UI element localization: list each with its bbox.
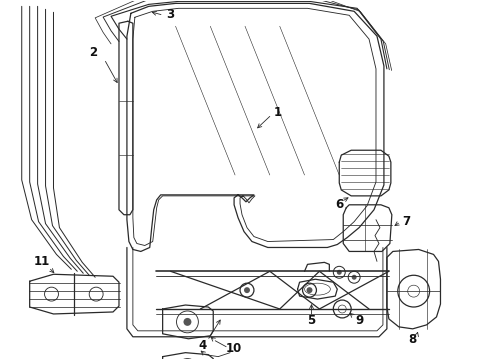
Text: 2: 2 [89, 46, 97, 59]
Text: 11: 11 [33, 255, 49, 268]
Text: 8: 8 [409, 333, 417, 346]
Text: 9: 9 [355, 314, 363, 327]
Circle shape [352, 275, 357, 280]
Text: 10: 10 [226, 342, 242, 355]
Circle shape [183, 318, 192, 326]
Text: 5: 5 [307, 314, 316, 327]
Text: 1: 1 [274, 106, 282, 119]
Circle shape [244, 287, 250, 293]
Circle shape [337, 270, 342, 275]
Circle shape [307, 287, 313, 293]
Text: 4: 4 [198, 339, 206, 352]
Text: 3: 3 [167, 8, 174, 21]
Text: 7: 7 [403, 215, 411, 228]
Text: 6: 6 [335, 198, 343, 211]
